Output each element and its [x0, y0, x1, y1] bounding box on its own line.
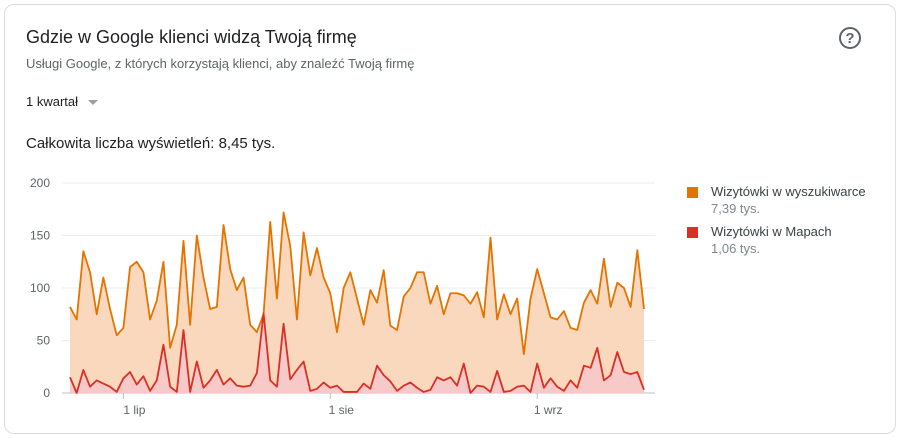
legend-item-search: Wizytówki w wyszukiwarce 7,39 tys.	[687, 183, 887, 217]
x-tick-label: 1 sie	[329, 403, 355, 417]
legend-swatch-maps	[687, 227, 698, 238]
legend-item-maps: Wizytówki w Mapach 1,06 tys.	[687, 223, 887, 257]
card-subtitle: Usługi Google, z których korzystają klie…	[26, 56, 415, 71]
total-views-label: Całkowita liczba wyświetleń: 8,45 tys.	[26, 135, 276, 152]
legend-value-maps: 1,06 tys.	[711, 241, 761, 256]
y-tick-label: 50	[37, 334, 51, 348]
period-selected-label: 1 kwartał	[26, 94, 79, 109]
legend-name-maps: Wizytówki w Mapach	[711, 224, 832, 239]
legend-name-search: Wizytówki w wyszukiwarce	[711, 184, 866, 199]
legend-swatch-search	[687, 187, 698, 198]
card-title: Gdzie w Google klienci widzą Twoją firmę	[26, 27, 357, 47]
series-line-search	[69, 211, 645, 356]
y-tick-label: 150	[30, 229, 50, 243]
x-tick-label: 1 lip	[123, 403, 145, 417]
period-dropdown[interactable]: 1 kwartał	[26, 94, 99, 109]
series-area-search	[70, 212, 644, 393]
x-tick-label: 1 wrz	[534, 403, 563, 417]
series-line-maps	[69, 312, 645, 394]
chevron-down-icon	[88, 100, 99, 105]
legend-value-search: 7,39 tys.	[711, 201, 761, 216]
y-tick-label: 100	[30, 281, 50, 295]
chart-legend: Wizytówki w wyszukiwarce 7,39 tys. Wizyt…	[687, 183, 887, 263]
series-area-maps	[70, 313, 644, 393]
y-tick-label: 0	[43, 386, 50, 400]
y-tick-label: 200	[30, 176, 50, 190]
help-icon[interactable]: ?	[839, 27, 861, 49]
